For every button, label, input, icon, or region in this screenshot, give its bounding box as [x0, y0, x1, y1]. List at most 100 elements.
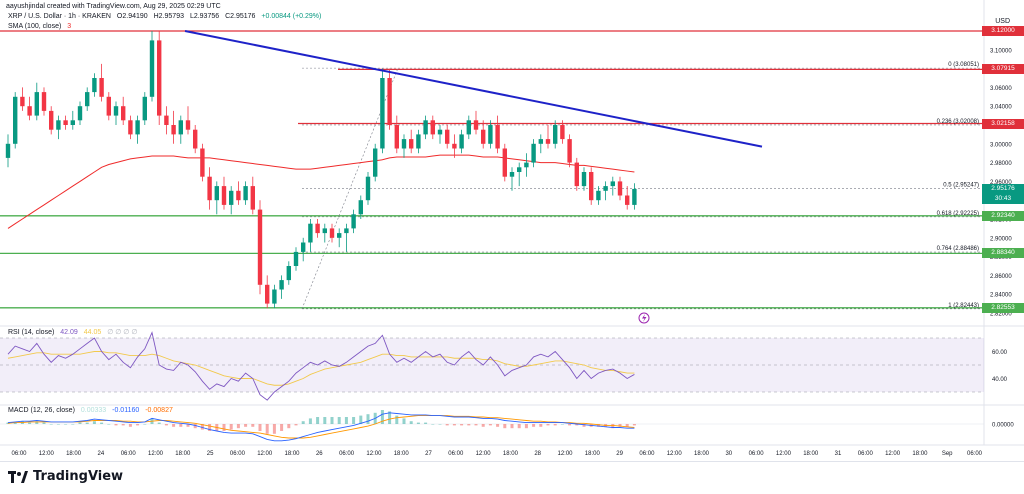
x-tick-label: 06:00 [339, 451, 355, 457]
x-tick-label: 06:00 [967, 451, 983, 457]
tradingview-icon [8, 470, 28, 483]
x-tick-label: 06:00 [11, 451, 27, 457]
y-tick-label: 2.86000 [990, 274, 1012, 280]
macd-histogram-bar [172, 424, 176, 427]
candle-body [567, 139, 572, 163]
candle-body [207, 176, 212, 201]
macd-histogram-bar [236, 424, 240, 429]
fib-level-label: 0.236 (3.02008) [937, 119, 979, 125]
candle-body [423, 120, 428, 135]
price-tag: 2.92340 [982, 210, 1024, 221]
x-tick-label: 06:00 [858, 451, 874, 457]
candle-body [142, 96, 147, 121]
tradingview-logo[interactable]: TradingView [8, 469, 123, 484]
x-tick-label: 18:00 [803, 451, 819, 457]
price-chart[interactable]: 3.120003.100003.080003.060003.040003.020… [0, 0, 1024, 461]
candle-body [452, 143, 457, 149]
macd-histogram-bar [186, 424, 190, 427]
candle-body [466, 120, 471, 135]
candle-body [380, 78, 385, 149]
candle-body [27, 106, 32, 116]
macd-histogram-bar [193, 424, 197, 429]
macd-histogram-bar [618, 424, 622, 427]
y-tick-label: 3.10000 [990, 48, 1012, 54]
candle-body [34, 92, 39, 116]
macd-histogram-bar [481, 424, 485, 427]
rsi-ma-line [7, 351, 635, 386]
macd-histogram-bar [452, 424, 456, 426]
macd-histogram-bar [164, 424, 168, 426]
x-tick-label: 12:00 [148, 451, 164, 457]
y-tick-label: 2.96000 [990, 180, 1012, 186]
x-tick-label: 06:00 [639, 451, 655, 457]
macd-value: -0.01160 [112, 407, 140, 414]
y-tick-label: 2.90000 [990, 236, 1012, 242]
candle-body [63, 120, 68, 125]
macd-histogram-bar [143, 424, 147, 425]
x-tick-label: Sep [942, 451, 953, 457]
y-tick-label: 2.82000 [990, 312, 1012, 318]
candle-body [373, 148, 378, 177]
macd-histogram-bar [488, 424, 492, 426]
macd-histogram-bar [222, 424, 226, 431]
macd-legend: MACD (12, 26, close) 0.00333 -0.01160 -0… [8, 407, 177, 414]
x-tick-label: 12:00 [667, 451, 683, 457]
candle-body [524, 162, 529, 168]
candle-body [286, 266, 291, 281]
flash-icon-bolt [642, 314, 647, 322]
footer: TradingView [0, 461, 1024, 494]
candle-body [351, 214, 356, 229]
x-tick-label: 24 [98, 451, 105, 457]
x-tick-label: 12:00 [39, 451, 55, 457]
macd-histogram-bar [337, 417, 341, 424]
candle-body [236, 190, 241, 201]
macd-histogram-bar [474, 424, 478, 426]
candle-body [164, 115, 169, 125]
fib-level-label: 1 (2.82443) [948, 303, 979, 309]
macd-tick-label: 0.00000 [992, 423, 1014, 429]
rsi-tick-label: 60.00 [992, 350, 1008, 356]
chart-header: aayushjindal created with TradingView.co… [6, 3, 221, 10]
price-tag: 2.88340 [982, 248, 1024, 259]
macd-histogram-bar [625, 424, 629, 427]
currency-label: USD [995, 18, 1010, 25]
macd-histogram-bar [424, 422, 428, 424]
macd-histogram-bar [388, 411, 392, 424]
candle-body [121, 106, 126, 121]
macd-histogram-bar [136, 424, 140, 426]
macd-histogram-bar [560, 424, 564, 425]
rsi-extra: ∅ ∅ ∅ ∅ [107, 329, 138, 336]
x-tick-label: 31 [835, 451, 842, 457]
macd-histogram-bar [56, 424, 60, 425]
macd-histogram-bar [546, 424, 550, 426]
candle-body [574, 162, 579, 187]
candle-body [437, 129, 443, 135]
y-tick-label: 3.04000 [990, 105, 1012, 111]
macd-histogram-bar [157, 422, 161, 424]
macd-histogram-bar [323, 417, 327, 424]
x-tick-label: 12:00 [557, 451, 573, 457]
fib-anchor-line [301, 68, 399, 309]
macd-histogram-bar [517, 424, 521, 429]
x-tick-label: 18:00 [284, 451, 300, 457]
fib-level-label: 0.764 (2.88486) [937, 246, 979, 252]
candle-body [171, 125, 176, 135]
candle-body [581, 172, 587, 187]
macd-histogram-bar [344, 417, 348, 424]
macd-histogram-bar [35, 421, 39, 424]
candle-body [41, 92, 47, 111]
price-tag: 3.07915 [982, 64, 1024, 75]
fib-level-label: 0.5 (2.95247) [943, 182, 979, 188]
x-tick-label: 06:00 [230, 451, 246, 457]
macd-histogram-bar [467, 424, 471, 426]
candle-body [279, 280, 284, 290]
candle-body [13, 96, 18, 144]
candle-body [358, 200, 363, 215]
x-tick-label: 18:00 [585, 451, 601, 457]
candle-body [502, 148, 507, 177]
macd-histogram-bar [287, 424, 291, 429]
main-legend: XRP / U.S. Dollar · 1h · KRAKEN O2.94190… [8, 13, 325, 20]
macd-histogram-bar [352, 417, 356, 424]
candle-body [250, 186, 255, 210]
candle-body [416, 134, 421, 149]
